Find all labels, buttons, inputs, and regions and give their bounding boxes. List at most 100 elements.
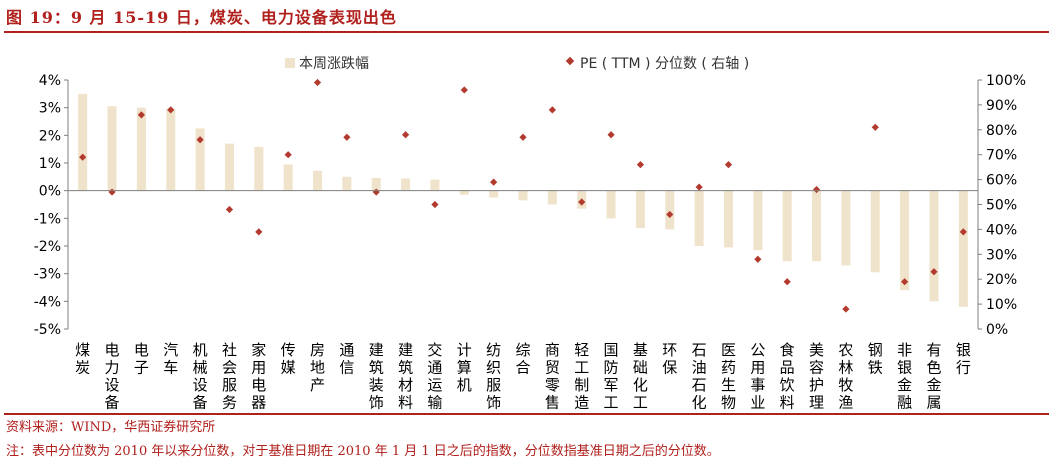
- right-tick-label: 90%: [986, 98, 1017, 114]
- legend-bar-swatch: [285, 58, 295, 68]
- category-label: 房地产: [310, 341, 325, 394]
- bar-14: [459, 190, 469, 195]
- marker-8: [284, 151, 292, 159]
- bar-2: [107, 106, 117, 191]
- category-label: 交通运输: [427, 341, 442, 412]
- chart: -5% -4% -3% -2% -1% 0% 1% 2% 3% 4% 0% 10% 20% 30% 40% 5…: [34, 56, 1026, 412]
- marker-5: [196, 136, 204, 144]
- marker-11: [372, 188, 380, 196]
- marker-6: [225, 205, 234, 214]
- right-tick-label: 70%: [986, 148, 1017, 164]
- left-tick-label: -5%: [34, 322, 61, 338]
- bar-30: [929, 190, 939, 302]
- left-tick-label: -1%: [34, 211, 61, 227]
- bar-19: [606, 190, 616, 219]
- category-label: 煤炭: [75, 341, 90, 377]
- marker-21: [666, 210, 674, 219]
- marker-23: [724, 161, 733, 169]
- category-label: 有色金属: [926, 341, 941, 412]
- marker-27: [842, 305, 850, 313]
- bar-24: [753, 190, 763, 251]
- bar-5: [195, 128, 205, 191]
- right-tick-label: 60%: [986, 173, 1017, 189]
- bar-31: [958, 190, 968, 307]
- category-label: 传媒: [281, 341, 296, 377]
- bar-28: [870, 190, 880, 273]
- marker-14: [460, 86, 468, 94]
- bar-23: [723, 190, 733, 248]
- category-label: 环保: [662, 341, 677, 377]
- marker-1: [79, 153, 87, 161]
- marker-24: [754, 255, 762, 263]
- source-note: 资料来源：WIND，华西证券研究所: [6, 420, 216, 435]
- category-label: 轻工制造: [574, 341, 589, 412]
- category-label: 非银金融: [897, 341, 912, 412]
- marker-15: [490, 178, 498, 186]
- right-tick-label: 40%: [986, 222, 1017, 238]
- category-labels: 煤炭电力设备电子汽车机械设备社会服务家用电器传媒房地产通信建筑装饰建筑材料交通运…: [75, 341, 971, 412]
- bar-21: [665, 190, 675, 230]
- marker-2: [108, 188, 116, 196]
- marker-25: [783, 278, 791, 286]
- bar-12: [401, 178, 411, 191]
- bar-1: [78, 93, 88, 191]
- marker-29: [901, 278, 909, 286]
- category-label: 家用电器: [251, 341, 266, 412]
- category-label: 纺织服饰: [486, 341, 501, 412]
- legend-marker-swatch: [565, 56, 575, 66]
- marker-26: [812, 185, 821, 194]
- category-label: 银行: [956, 341, 971, 377]
- category-label: 建筑材料: [398, 341, 413, 412]
- category-label: 钢铁: [868, 341, 883, 377]
- left-tick-label: 0%: [39, 184, 61, 200]
- bar-22: [694, 190, 704, 246]
- category-label: 基础化工: [633, 341, 648, 412]
- left-tick-label: -3%: [34, 267, 61, 283]
- category-label: 机械设备: [193, 341, 208, 412]
- marker-18: [578, 198, 586, 206]
- category-label: 计算机: [457, 341, 472, 394]
- marker-12: [401, 131, 410, 139]
- category-label: 综合: [515, 341, 530, 377]
- category-label: 医药生物: [721, 341, 736, 412]
- bar-3: [136, 107, 146, 191]
- bar-29: [900, 190, 910, 291]
- right-tick-label: 80%: [986, 123, 1017, 139]
- legend-marker-label: PE ( TTM ) 分位数 ( 右轴 ): [580, 56, 749, 72]
- category-label: 通信: [339, 341, 354, 377]
- marker-20: [636, 161, 645, 169]
- category-label: 汽车: [163, 341, 178, 377]
- bar-7: [254, 146, 264, 191]
- bar-9: [313, 170, 323, 191]
- category-label: 美容护理: [809, 341, 824, 412]
- bar-11: [371, 177, 381, 191]
- bar-25: [782, 190, 792, 262]
- category-label: 石油石化: [692, 341, 707, 412]
- right-tick-label: 20%: [986, 272, 1017, 288]
- marker-31: [959, 228, 967, 236]
- page-title: 图 19：9 月 15-19 日，煤炭、电力设备表现出色: [6, 8, 397, 27]
- marker-7: [255, 228, 263, 236]
- bar-13: [430, 179, 440, 191]
- left-tick-label: 4%: [39, 73, 61, 89]
- marker-3: [137, 111, 145, 119]
- marker-19: [607, 131, 615, 139]
- footer-divider: [4, 413, 1049, 415]
- footnote: 注：表中分位数为 2010 年以来分位数，对于基准日期在 2010 年 1 月 …: [6, 444, 720, 459]
- bar-series: [78, 93, 968, 307]
- marker-4: [167, 106, 175, 114]
- bar-20: [635, 190, 645, 229]
- bar-15: [489, 190, 499, 198]
- bar-10: [342, 176, 352, 191]
- left-tick-label: 2%: [39, 128, 61, 144]
- category-label: 农林牧渔: [838, 341, 853, 412]
- bar-6: [224, 143, 234, 191]
- left-tick-label: -2%: [34, 239, 61, 255]
- marker-9: [313, 78, 322, 87]
- bar-26: [812, 190, 822, 262]
- left-tick-label: 1%: [39, 156, 61, 172]
- bar-17: [547, 190, 557, 205]
- marker-16: [519, 133, 527, 141]
- legend-bar-label: 本周涨跌幅: [299, 56, 369, 72]
- marker-28: [871, 123, 879, 131]
